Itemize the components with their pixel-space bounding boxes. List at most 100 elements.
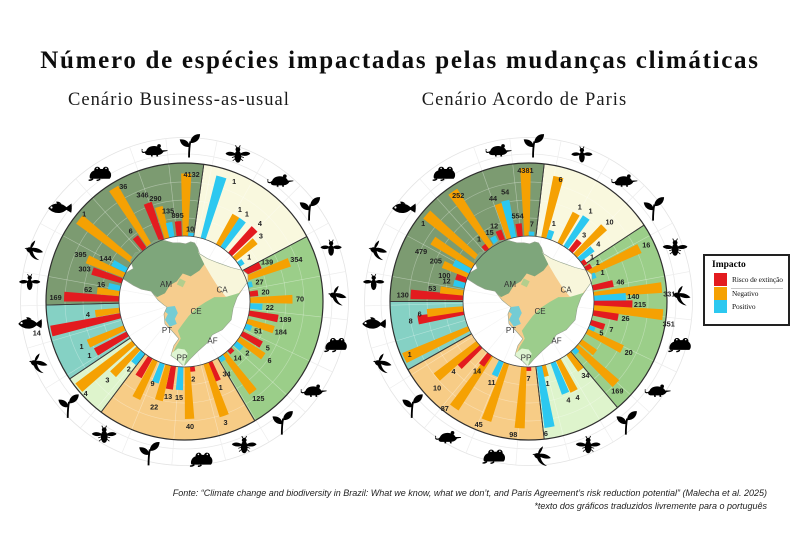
svg-text:354: 354 [290,255,303,264]
svg-text:46: 46 [616,277,624,286]
svg-text:1: 1 [477,235,481,244]
svg-text:6: 6 [544,429,548,438]
svg-text:AF: AF [551,336,561,345]
svg-text:14: 14 [33,328,42,337]
svg-text:AM: AM [504,280,516,289]
svg-text:9: 9 [150,379,154,388]
svg-text:1: 1 [87,351,91,360]
svg-text:10: 10 [186,225,194,234]
svg-text:4132: 4132 [183,170,199,179]
svg-text:22: 22 [266,303,274,312]
svg-text:34: 34 [222,370,231,379]
svg-text:98: 98 [509,430,517,439]
svg-text:1: 1 [588,207,592,216]
svg-text:1: 1 [590,252,594,261]
svg-text:125: 125 [252,394,264,403]
svg-text:1: 1 [578,202,582,211]
svg-text:51: 51 [254,327,262,336]
svg-text:169: 169 [50,293,62,302]
svg-text:PP: PP [177,353,188,362]
svg-text:4381: 4381 [517,166,533,175]
svg-text:8: 8 [409,317,413,326]
svg-text:252: 252 [452,191,464,200]
svg-text:7: 7 [526,374,530,383]
svg-text:AM: AM [160,280,172,289]
svg-text:290: 290 [149,194,161,203]
svg-text:PT: PT [162,326,172,335]
svg-text:36: 36 [119,182,127,191]
svg-text:140: 140 [627,292,639,301]
svg-text:12: 12 [442,277,450,286]
svg-text:1: 1 [238,205,242,214]
svg-text:130: 130 [397,290,409,299]
svg-text:20: 20 [261,288,269,297]
svg-text:5: 5 [266,344,270,353]
svg-text:4: 4 [575,393,580,402]
svg-text:4: 4 [566,396,571,405]
svg-text:351: 351 [663,319,675,328]
svg-text:1: 1 [79,342,83,351]
svg-text:3: 3 [223,418,227,427]
svg-text:331: 331 [663,290,675,299]
svg-text:CE: CE [190,307,201,316]
svg-text:2: 2 [245,349,249,358]
svg-text:2: 2 [127,364,131,373]
svg-text:1: 1 [545,379,549,388]
svg-text:CA: CA [216,285,228,294]
svg-text:70: 70 [296,295,304,304]
svg-text:4: 4 [596,239,601,248]
svg-text:CE: CE [534,307,545,316]
svg-text:184: 184 [275,327,288,336]
svg-text:AF: AF [207,336,217,345]
svg-text:479: 479 [415,247,427,256]
svg-text:40: 40 [186,422,194,431]
svg-text:CA: CA [560,285,572,294]
svg-text:20: 20 [625,348,633,357]
svg-text:12: 12 [490,221,498,230]
svg-text:15: 15 [486,228,494,237]
svg-text:346: 346 [136,190,148,199]
svg-text:44: 44 [489,194,498,203]
svg-text:205: 205 [430,257,442,266]
svg-text:62: 62 [84,285,92,294]
svg-text:7: 7 [609,325,613,334]
svg-text:6: 6 [129,227,133,236]
svg-text:6: 6 [267,356,271,365]
svg-text:895: 895 [172,211,184,220]
svg-text:13: 13 [164,392,172,401]
svg-text:1: 1 [421,219,425,228]
svg-text:PT: PT [506,326,516,335]
svg-text:135: 135 [162,206,174,215]
svg-text:3: 3 [582,231,586,240]
svg-text:5: 5 [599,329,603,338]
svg-text:144: 144 [99,254,112,263]
svg-text:1: 1 [596,258,600,267]
svg-text:15: 15 [175,393,183,402]
svg-text:215: 215 [634,300,646,309]
svg-text:26: 26 [621,314,629,323]
svg-text:10: 10 [433,384,441,393]
svg-text:87: 87 [441,404,449,413]
svg-text:6: 6 [558,175,562,184]
svg-text:1: 1 [232,177,236,186]
svg-text:303: 303 [79,265,91,274]
svg-text:169: 169 [611,386,623,395]
svg-text:1: 1 [408,350,412,359]
svg-text:PP: PP [521,353,532,362]
svg-text:4: 4 [84,389,89,398]
svg-text:1: 1 [247,252,251,261]
svg-text:4: 4 [258,219,263,228]
svg-text:2: 2 [191,374,195,383]
svg-text:1: 1 [82,210,86,219]
svg-text:11: 11 [488,378,496,387]
svg-text:189: 189 [279,315,291,324]
svg-text:100: 100 [438,271,450,280]
svg-text:7: 7 [530,220,534,229]
svg-text:139: 139 [261,258,273,267]
svg-text:34: 34 [581,371,590,380]
svg-text:53: 53 [428,284,436,293]
svg-text:54: 54 [501,187,510,196]
svg-text:6: 6 [418,309,422,318]
svg-text:4: 4 [86,310,91,319]
svg-text:4: 4 [451,367,456,376]
